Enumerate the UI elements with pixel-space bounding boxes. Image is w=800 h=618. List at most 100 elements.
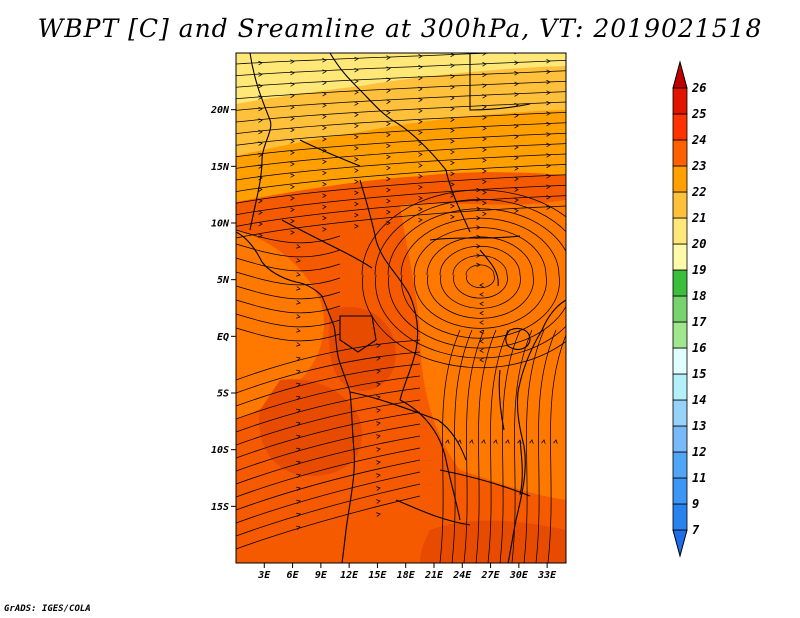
streamline-arrow xyxy=(290,104,295,110)
streamline-arrow xyxy=(476,215,481,221)
streamline-arrow xyxy=(481,439,486,444)
streamline-arrow xyxy=(386,55,391,60)
streamline-arrow xyxy=(376,499,381,504)
streamline-arrow xyxy=(322,125,327,131)
streamline-arrow xyxy=(322,182,327,187)
colorbar-label: 13 xyxy=(692,419,706,433)
lake-malawi xyxy=(519,439,523,496)
streamline-arrow xyxy=(386,99,391,104)
streamline-arrow xyxy=(290,218,295,224)
colorbar-swatch xyxy=(672,347,688,375)
colorbar-swatch xyxy=(672,503,688,531)
streamline-arrow xyxy=(546,184,551,189)
streamline xyxy=(236,299,341,314)
streamline-arrow xyxy=(386,77,391,82)
streamline-arrow xyxy=(258,83,263,89)
grads-credit: GrADS: IGES/COLA xyxy=(4,604,91,614)
colorbar-label: 26 xyxy=(691,81,706,95)
streamline-arrow xyxy=(469,439,474,444)
streamline-arrow xyxy=(546,121,551,127)
streamline-arrow xyxy=(296,408,301,414)
streamline-arrow xyxy=(418,119,423,125)
streamline xyxy=(236,375,421,420)
colorbar-swatch xyxy=(672,243,688,271)
streamline-arrow xyxy=(418,185,423,190)
streamline-arrow xyxy=(418,53,423,59)
border-8 xyxy=(349,391,467,461)
colorbar-label: 16 xyxy=(692,341,706,355)
border-9 xyxy=(399,399,461,521)
streamline-arrow xyxy=(290,184,295,190)
streamline xyxy=(487,329,509,563)
streamline xyxy=(236,164,566,192)
streamline-arrow xyxy=(546,174,551,179)
streamline-arrow xyxy=(482,200,487,206)
streamline-arrow xyxy=(450,160,455,166)
border-4 xyxy=(469,53,531,111)
lon-tick-label: 18E xyxy=(397,570,416,581)
border-13 xyxy=(299,139,361,167)
streamline-arrow xyxy=(450,214,455,220)
streamline-arrow xyxy=(296,342,301,347)
streamline-arrow xyxy=(546,153,551,158)
streamline-arrow xyxy=(418,141,423,146)
border-14 xyxy=(429,235,521,241)
streamline-arrow xyxy=(290,127,295,133)
streamline-arrow xyxy=(514,134,519,139)
streamline-arrow xyxy=(296,486,301,492)
streamline-arrow xyxy=(450,63,455,68)
streamline-arrow xyxy=(514,208,519,214)
streamline xyxy=(236,363,421,407)
streamline-arrow xyxy=(290,82,295,87)
lon-tick-label: 12E xyxy=(340,570,359,581)
streamline-arrow xyxy=(376,434,381,439)
streamline-arrow xyxy=(450,53,455,58)
border-5 xyxy=(359,179,411,297)
streamline-arrow xyxy=(386,187,391,193)
colorbar-label: 22 xyxy=(691,185,706,199)
streamline-arrow xyxy=(322,148,327,153)
streamline-arrow xyxy=(386,132,391,138)
border-2 xyxy=(329,53,393,121)
streamline-arrow xyxy=(386,66,391,71)
streamline-arrow xyxy=(290,93,295,99)
streamline xyxy=(236,122,566,146)
coastline-east-africa xyxy=(507,299,566,563)
streamline xyxy=(236,327,341,342)
colorbar-swatch xyxy=(672,477,688,505)
streamline-arrow xyxy=(482,104,487,110)
colorbar-swatch xyxy=(672,399,688,427)
streamline-arrow xyxy=(258,198,263,204)
streamline-arrow xyxy=(296,244,301,249)
streamline-arrow xyxy=(322,193,327,198)
streamline xyxy=(236,132,566,158)
streamline xyxy=(236,423,421,472)
streamline-arrow xyxy=(290,59,295,64)
streamline-arrow xyxy=(418,152,423,157)
streamline xyxy=(439,245,521,309)
colorbar: 7 9 11 12 13 14 15 16 17 18 19 20 21 22 23 24 25 26 xyxy=(672,60,707,558)
streamline-arrow xyxy=(476,253,481,258)
lon-tick-label: 15E xyxy=(368,570,387,581)
streamline xyxy=(236,91,566,111)
streamline-arrow xyxy=(258,118,263,123)
streamline-arrow xyxy=(482,158,487,163)
streamline-arrow xyxy=(479,348,484,353)
streamline-arrow xyxy=(258,60,263,66)
streamline-arrow xyxy=(376,356,381,361)
streamline-arrow xyxy=(514,92,519,97)
streamline-arrow xyxy=(476,187,481,193)
streamline-arrow xyxy=(258,164,263,169)
streamline xyxy=(547,334,566,563)
streamline-arrow xyxy=(482,147,487,152)
streamline-arrow xyxy=(482,190,487,195)
border-11 xyxy=(395,499,471,526)
streamline-arrow xyxy=(354,157,359,162)
streamline xyxy=(236,471,421,524)
map-title: WBPT [C] and Sreamline at 300hPa, VT: 20… xyxy=(37,14,763,43)
streamline-arrow xyxy=(546,100,551,106)
streamline-arrow xyxy=(450,106,455,112)
colorbar-label: 11 xyxy=(692,471,706,485)
streamline-arrow xyxy=(450,149,455,155)
streamline-arrow xyxy=(296,525,301,531)
